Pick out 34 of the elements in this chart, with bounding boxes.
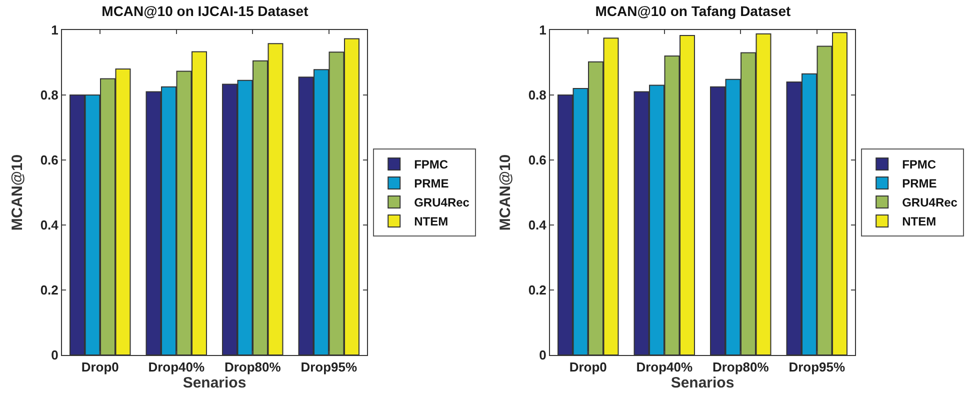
y-tick-label: 0.4 — [40, 218, 60, 233]
x-tick-label: Drop0 — [569, 360, 607, 375]
legend-label: PRME — [414, 176, 449, 191]
y-tick-label: 1 — [51, 22, 58, 38]
x-tick-label: Drop95% — [300, 360, 358, 375]
x-axis-title: Senarios — [182, 374, 246, 392]
y-axis-title: MCAN@10 — [9, 154, 26, 231]
chart-title: MCAN@10 on IJCAI-15 Dataset — [102, 2, 309, 19]
x-axis-title: Senarios — [670, 374, 734, 392]
x-tick-label: Drop80% — [712, 360, 770, 375]
legend-label: NTEM — [414, 214, 448, 229]
y-tick-label: 1 — [539, 22, 546, 38]
legend-label: GRU4Rec — [902, 196, 958, 210]
y-tick-label: 0 — [51, 348, 58, 363]
legend-label: NTEM — [902, 214, 936, 229]
y-tick-label: 0.8 — [528, 88, 546, 103]
legend-label: GRU4Rec — [414, 196, 470, 210]
y-tick-label: 0.8 — [40, 88, 58, 103]
y-tick-label: 0.4 — [528, 218, 548, 233]
x-tick-label: Drop80% — [224, 360, 282, 375]
x-tick-label: Drop0 — [81, 360, 119, 375]
legend-label: PRME — [902, 176, 937, 191]
x-tick-label: Drop95% — [788, 360, 846, 375]
legend-label: FPMC — [902, 158, 936, 172]
y-axis-title: MCAN@10 — [497, 154, 514, 231]
chart-title: MCAN@10 on Tafang Dataset — [595, 2, 792, 19]
y-tick-label: 0 — [539, 348, 546, 363]
x-tick-label: Drop40% — [636, 360, 693, 375]
x-tick-label: Drop40% — [148, 360, 205, 375]
y-tick-label: 0.6 — [40, 152, 58, 168]
y-tick-label: 0.2 — [528, 282, 546, 298]
y-tick-label: 0.2 — [40, 282, 58, 298]
y-tick-label: 0.6 — [528, 152, 546, 168]
legend-label: FPMC — [414, 158, 448, 172]
